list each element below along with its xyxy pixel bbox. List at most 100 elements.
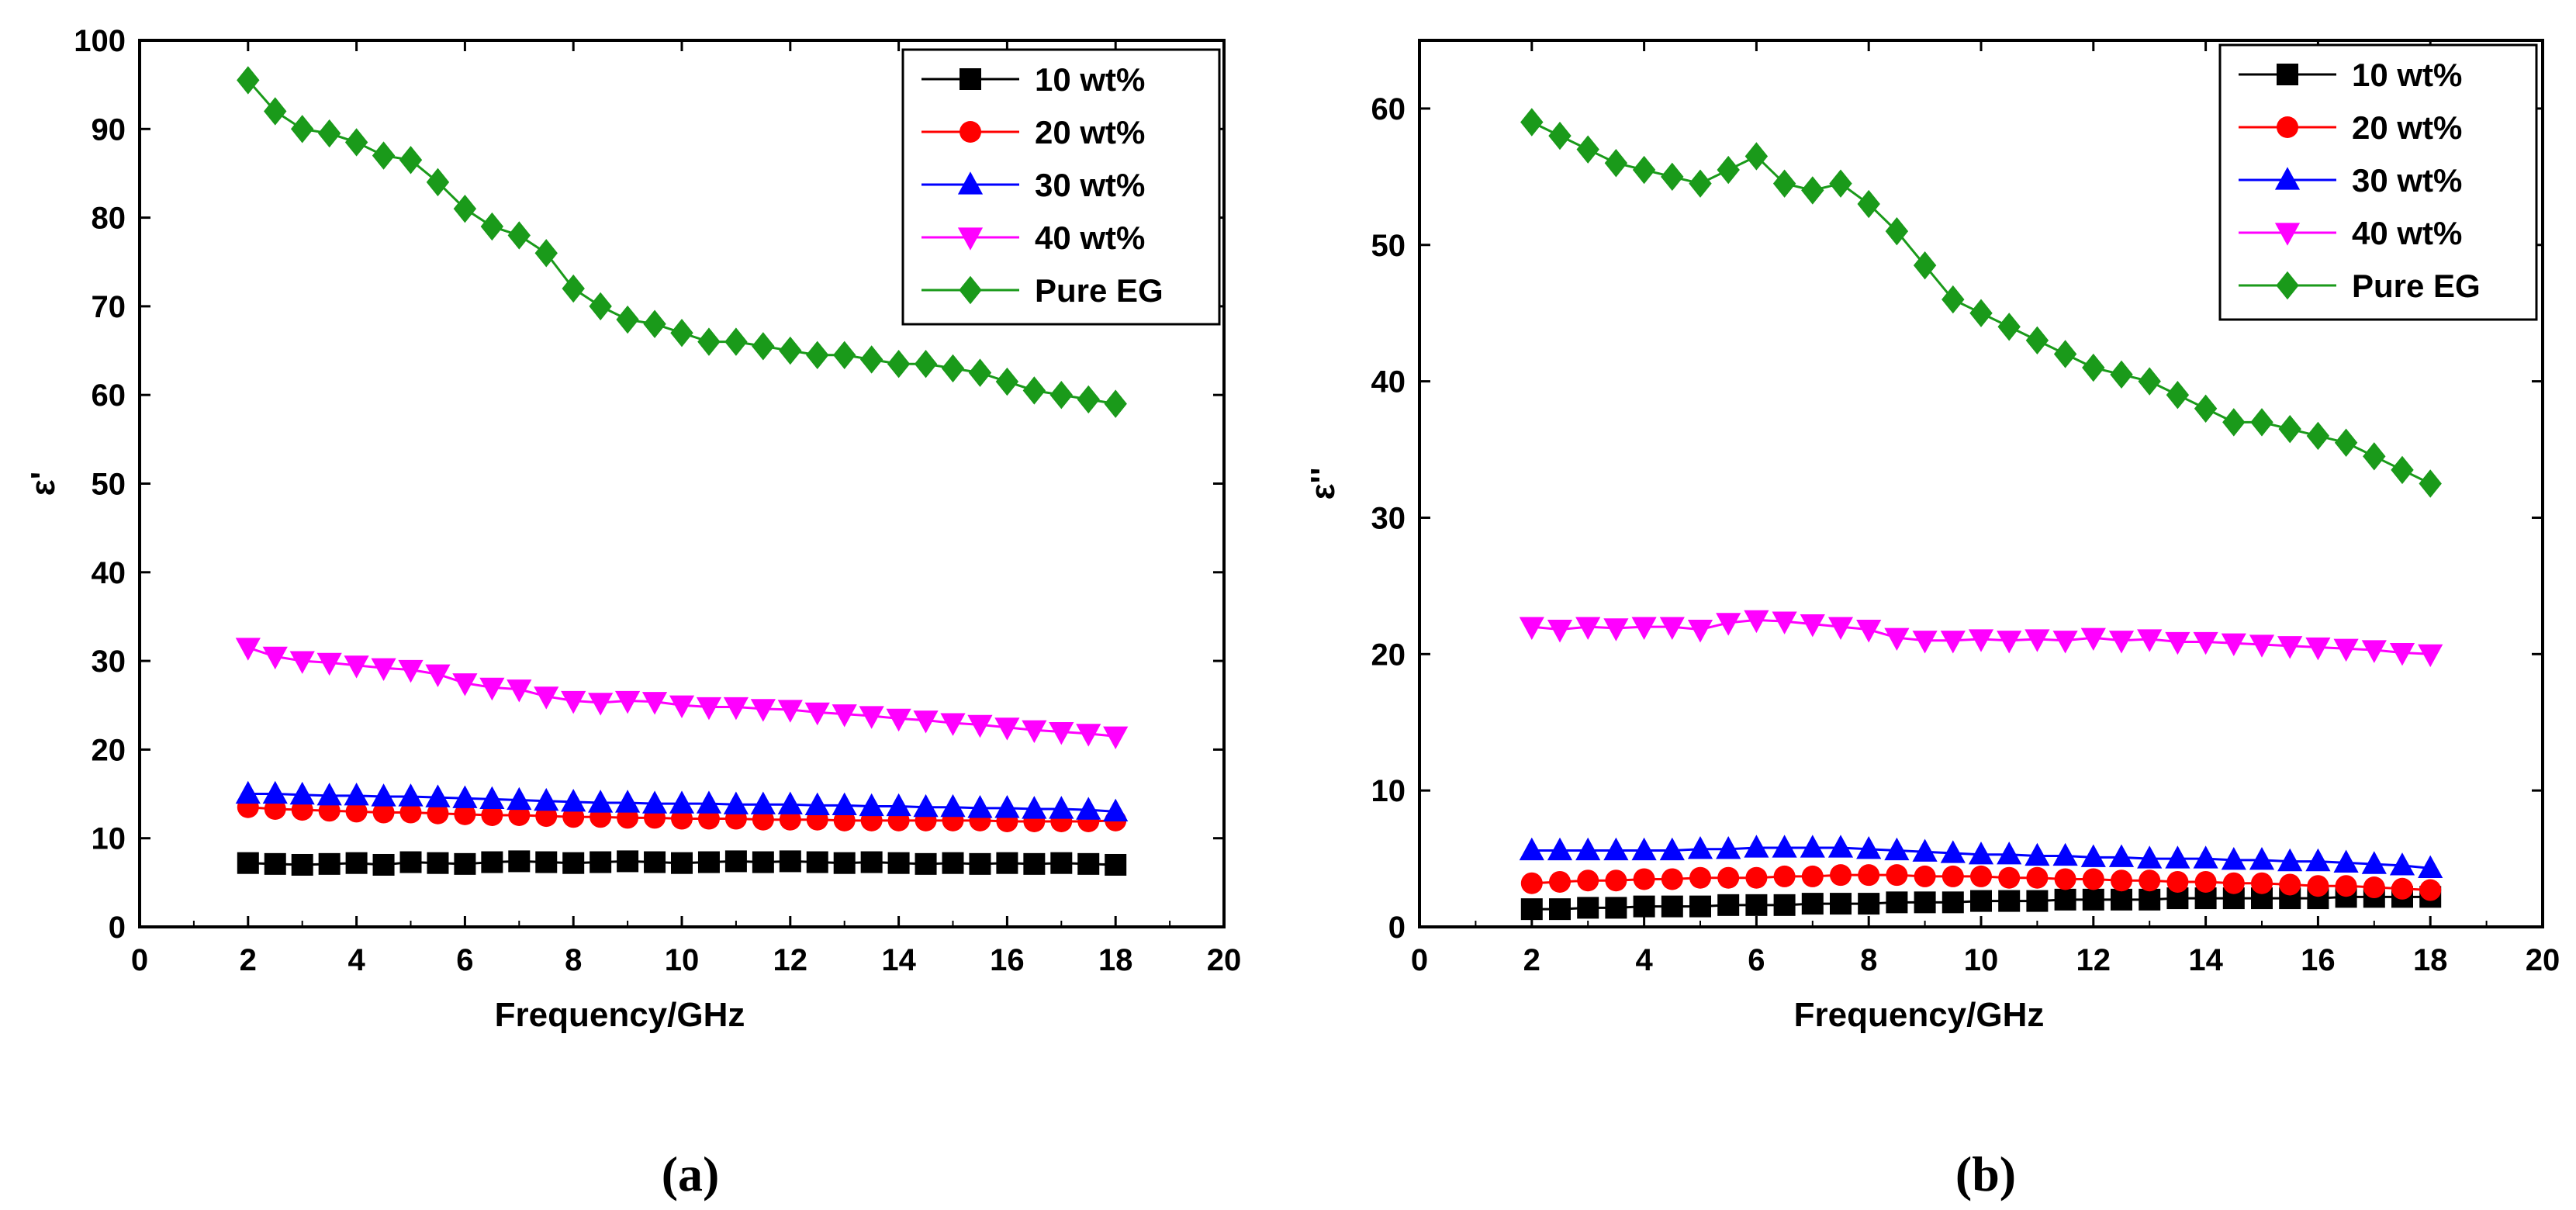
x-tick-label: 4 — [348, 943, 365, 977]
data-point — [1998, 890, 2021, 912]
x-tick-label: 18 — [1098, 943, 1133, 977]
series-pure-eg — [237, 66, 1127, 418]
data-point — [994, 717, 1020, 741]
data-point — [1689, 866, 1711, 889]
data-point — [1631, 837, 1657, 861]
data-point — [1103, 798, 1129, 822]
data-point — [1940, 631, 1966, 654]
data-point — [508, 850, 531, 873]
data-point — [2277, 848, 2303, 872]
data-point — [427, 802, 449, 825]
x-tick-label: 20 — [1207, 943, 1242, 977]
data-point — [2082, 868, 2104, 890]
data-point — [2221, 847, 2246, 870]
data-point — [859, 345, 883, 374]
data-point — [1104, 389, 1127, 418]
series-30-wt- — [235, 780, 1129, 822]
data-point — [1912, 838, 1938, 862]
data-point — [1716, 613, 1741, 636]
data-point — [859, 793, 884, 817]
data-point — [481, 851, 503, 873]
data-point — [1912, 631, 1938, 654]
series-30-wt- — [1519, 835, 2443, 878]
panel-a-caption: (a) — [662, 1146, 720, 1201]
data-point — [2361, 851, 2387, 874]
data-point — [967, 714, 993, 738]
data-point — [316, 652, 342, 676]
data-point — [2165, 631, 2190, 655]
legend-label: 10 wt% — [2352, 57, 2462, 93]
data-point — [941, 354, 965, 383]
data-point — [291, 853, 313, 876]
data-point — [425, 664, 451, 688]
data-point — [479, 677, 505, 701]
data-point — [1830, 864, 1852, 887]
data-point — [967, 795, 993, 818]
data-point — [2222, 872, 2245, 894]
data-point — [1022, 376, 1046, 405]
data-point — [2305, 637, 2331, 661]
data-point — [237, 66, 260, 95]
data-point — [1800, 835, 1825, 858]
data-point — [2026, 890, 2049, 912]
data-point — [1885, 216, 1909, 246]
data-point — [750, 791, 776, 814]
data-point — [399, 851, 422, 873]
data-point — [641, 790, 668, 814]
data-point — [1577, 869, 1599, 892]
data-point — [2389, 852, 2415, 876]
data-point — [2080, 844, 2106, 867]
y-tick-label: 0 — [109, 911, 126, 945]
data-point — [806, 851, 828, 873]
data-point — [806, 341, 829, 369]
data-point — [1884, 837, 1910, 861]
legend-label: 30 wt% — [2352, 162, 2462, 199]
data-point — [2334, 428, 2358, 457]
data-point — [2333, 849, 2359, 873]
data-point — [1603, 618, 1629, 641]
data-point — [2139, 869, 2161, 892]
data-point — [2250, 408, 2273, 437]
data-point — [1970, 865, 1992, 887]
series-20-wt- — [1520, 864, 2442, 901]
data-point — [1772, 611, 1797, 634]
data-point — [1549, 870, 1571, 893]
data-point — [1914, 865, 1936, 887]
data-point — [237, 852, 259, 874]
data-point — [316, 783, 342, 806]
y-tick-label: 30 — [92, 645, 126, 679]
data-point — [1659, 837, 1685, 861]
data-point — [723, 791, 749, 814]
y-tick-label: 80 — [92, 202, 126, 236]
data-point — [833, 341, 856, 369]
data-point — [913, 710, 939, 734]
data-point — [1577, 897, 1599, 919]
data-point — [1520, 898, 1543, 921]
y-tick-label: 40 — [92, 556, 126, 590]
data-point — [696, 697, 722, 721]
data-point — [670, 318, 693, 347]
data-point — [1744, 610, 1769, 634]
x-tick-label: 8 — [1860, 943, 1877, 977]
x-tick-label: 12 — [773, 943, 808, 977]
data-point — [1633, 895, 1655, 918]
data-point — [1105, 853, 1127, 876]
data-point — [1801, 865, 1824, 887]
data-point — [399, 146, 423, 175]
data-point — [344, 655, 369, 679]
x-tick-label: 6 — [1748, 943, 1765, 977]
data-point — [1830, 893, 1852, 915]
x-tick-label: 14 — [2188, 943, 2223, 977]
x-tick-label: 10 — [1964, 943, 1999, 977]
data-point — [1886, 891, 1908, 914]
legend-marker — [957, 227, 984, 251]
legend: 10 wt% 20 wt% 30 wt% 40 wt% Pure EG — [901, 48, 1221, 326]
data-point — [2305, 848, 2331, 872]
data-point — [2082, 353, 2105, 382]
legend-marker — [2276, 271, 2299, 300]
y-tick-label: 40 — [1371, 365, 1406, 399]
data-point — [996, 852, 1018, 874]
data-point — [2389, 642, 2415, 666]
data-point — [723, 697, 749, 721]
data-point — [1077, 385, 1100, 414]
